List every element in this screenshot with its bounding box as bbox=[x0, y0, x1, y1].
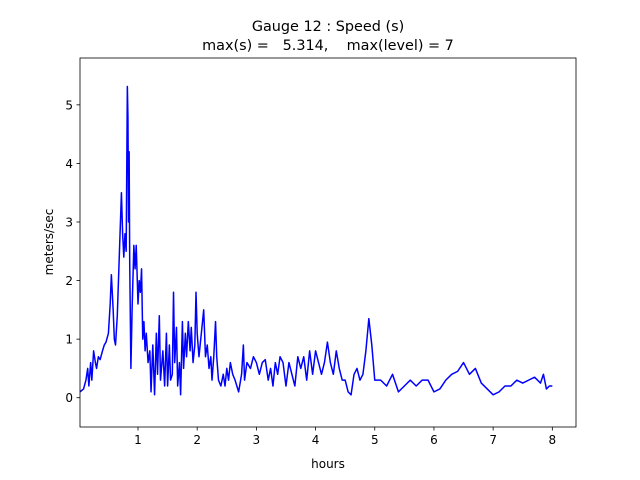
chart-subtitle: max(s) = 5.314, max(level) = 7 bbox=[202, 38, 454, 54]
x-tick-label: 4 bbox=[312, 433, 320, 447]
x-tick-label: 1 bbox=[134, 433, 142, 447]
y-axis-label: meters/sec bbox=[42, 209, 56, 276]
x-tick-label: 3 bbox=[253, 433, 261, 447]
x-tick-label: 7 bbox=[489, 433, 497, 447]
data-line bbox=[79, 85, 553, 396]
x-tick-label: 5 bbox=[371, 433, 379, 447]
x-axis-label: hours bbox=[311, 457, 345, 471]
y-tick-label: 0 bbox=[65, 391, 73, 405]
plot-frame bbox=[79, 57, 577, 428]
x-tick-label: 8 bbox=[549, 433, 557, 447]
y-tick-label: 4 bbox=[65, 157, 73, 171]
x-tick-label: 2 bbox=[193, 433, 201, 447]
y-tick-label: 3 bbox=[65, 216, 73, 230]
x-tick-label: 6 bbox=[430, 433, 438, 447]
y-tick-label: 1 bbox=[65, 333, 73, 347]
y-tick-label: 5 bbox=[65, 98, 73, 112]
y-tick-label: 2 bbox=[65, 274, 73, 288]
chart-title: Gauge 12 : Speed (s) bbox=[252, 19, 404, 35]
